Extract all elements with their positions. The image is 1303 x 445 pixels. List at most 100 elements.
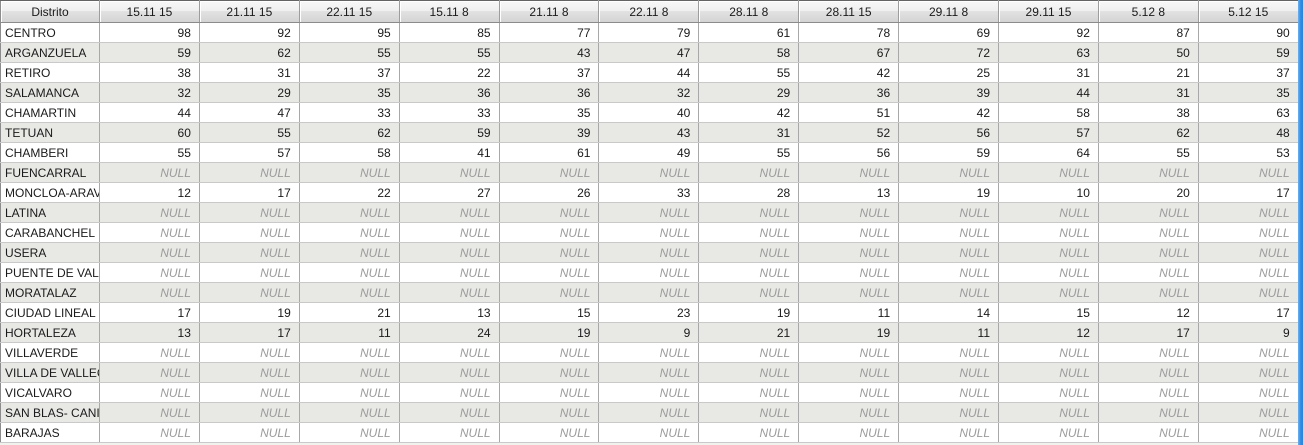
- null-cell[interactable]: NULL: [898, 202, 1000, 223]
- null-cell[interactable]: NULL: [299, 202, 400, 223]
- value-cell[interactable]: 62: [1098, 122, 1199, 143]
- null-cell[interactable]: NULL: [798, 262, 900, 283]
- district-cell[interactable]: CHAMBERI: [0, 142, 100, 163]
- null-cell[interactable]: NULL: [299, 282, 400, 303]
- value-cell[interactable]: 21: [698, 322, 800, 343]
- value-cell[interactable]: 20: [1098, 182, 1199, 203]
- null-cell[interactable]: NULL: [499, 422, 600, 443]
- null-cell[interactable]: NULL: [299, 262, 400, 283]
- null-cell[interactable]: NULL: [399, 242, 500, 263]
- value-cell[interactable]: 31: [199, 62, 300, 83]
- value-cell[interactable]: 62: [299, 122, 400, 143]
- value-cell[interactable]: 29: [698, 82, 800, 103]
- district-cell[interactable]: SALAMANCA: [0, 82, 100, 103]
- value-cell[interactable]: 78: [798, 22, 900, 43]
- value-cell[interactable]: 24: [399, 322, 500, 343]
- null-cell[interactable]: NULL: [199, 262, 300, 283]
- null-cell[interactable]: NULL: [299, 382, 400, 403]
- value-cell[interactable]: 85: [399, 22, 500, 43]
- null-cell[interactable]: NULL: [598, 362, 700, 383]
- value-cell[interactable]: 11: [299, 322, 400, 343]
- value-cell[interactable]: 19: [698, 302, 800, 323]
- value-cell[interactable]: 19: [499, 322, 600, 343]
- district-cell[interactable]: CARABANCHEL: [0, 222, 100, 243]
- null-cell[interactable]: NULL: [798, 402, 900, 423]
- value-cell[interactable]: 17: [99, 302, 200, 323]
- null-cell[interactable]: NULL: [598, 222, 700, 243]
- value-cell[interactable]: 31: [1098, 82, 1199, 103]
- null-cell[interactable]: NULL: [499, 262, 600, 283]
- value-cell[interactable]: 40: [598, 102, 700, 123]
- null-cell[interactable]: NULL: [399, 222, 500, 243]
- null-cell[interactable]: NULL: [399, 382, 500, 403]
- column-header[interactable]: 5.12 8: [1098, 0, 1199, 23]
- null-cell[interactable]: NULL: [898, 342, 1000, 363]
- value-cell[interactable]: 59: [399, 122, 500, 143]
- null-cell[interactable]: NULL: [99, 282, 200, 303]
- value-cell[interactable]: 47: [199, 102, 300, 123]
- value-cell[interactable]: 55: [399, 42, 500, 63]
- null-cell[interactable]: NULL: [1198, 382, 1299, 403]
- null-cell[interactable]: NULL: [499, 282, 600, 303]
- null-cell[interactable]: NULL: [199, 222, 300, 243]
- null-cell[interactable]: NULL: [798, 222, 900, 243]
- value-cell[interactable]: 35: [499, 102, 600, 123]
- value-cell[interactable]: 42: [898, 102, 1000, 123]
- value-cell[interactable]: 43: [499, 42, 600, 63]
- column-header-district[interactable]: Distrito: [0, 0, 100, 23]
- value-cell[interactable]: 44: [998, 82, 1099, 103]
- null-cell[interactable]: NULL: [1198, 402, 1299, 423]
- null-cell[interactable]: NULL: [499, 242, 600, 263]
- value-cell[interactable]: 31: [998, 62, 1099, 83]
- null-cell[interactable]: NULL: [998, 422, 1099, 443]
- null-cell[interactable]: NULL: [698, 282, 800, 303]
- value-cell[interactable]: 53: [1198, 142, 1299, 163]
- null-cell[interactable]: NULL: [798, 162, 900, 183]
- value-cell[interactable]: 11: [798, 302, 900, 323]
- value-cell[interactable]: 19: [199, 302, 300, 323]
- district-cell[interactable]: MORATALAZ: [0, 282, 100, 303]
- null-cell[interactable]: NULL: [399, 342, 500, 363]
- null-cell[interactable]: NULL: [898, 222, 1000, 243]
- value-cell[interactable]: 87: [1098, 22, 1199, 43]
- value-cell[interactable]: 33: [399, 102, 500, 123]
- value-cell[interactable]: 21: [1098, 62, 1199, 83]
- null-cell[interactable]: NULL: [798, 342, 900, 363]
- null-cell[interactable]: NULL: [1098, 422, 1199, 443]
- null-cell[interactable]: NULL: [99, 222, 200, 243]
- null-cell[interactable]: NULL: [99, 202, 200, 223]
- value-cell[interactable]: 49: [598, 142, 700, 163]
- value-cell[interactable]: 22: [399, 62, 500, 83]
- null-cell[interactable]: NULL: [499, 382, 600, 403]
- null-cell[interactable]: NULL: [598, 162, 700, 183]
- null-cell[interactable]: NULL: [1098, 162, 1199, 183]
- null-cell[interactable]: NULL: [998, 402, 1099, 423]
- null-cell[interactable]: NULL: [798, 282, 900, 303]
- value-cell[interactable]: 10: [998, 182, 1099, 203]
- null-cell[interactable]: NULL: [598, 242, 700, 263]
- district-cell[interactable]: CHAMARTIN: [0, 102, 100, 123]
- value-cell[interactable]: 61: [698, 22, 800, 43]
- value-cell[interactable]: 55: [698, 142, 800, 163]
- value-cell[interactable]: 60: [99, 122, 200, 143]
- null-cell[interactable]: NULL: [199, 282, 300, 303]
- value-cell[interactable]: 35: [299, 82, 400, 103]
- value-cell[interactable]: 9: [1198, 322, 1299, 343]
- null-cell[interactable]: NULL: [1198, 262, 1299, 283]
- null-cell[interactable]: NULL: [998, 242, 1099, 263]
- null-cell[interactable]: NULL: [598, 422, 700, 443]
- value-cell[interactable]: 61: [499, 142, 600, 163]
- column-header[interactable]: 5.12 15: [1198, 0, 1299, 23]
- null-cell[interactable]: NULL: [99, 362, 200, 383]
- district-cell[interactable]: CIUDAD LINEAL: [0, 302, 100, 323]
- null-cell[interactable]: NULL: [898, 422, 1000, 443]
- null-cell[interactable]: NULL: [898, 362, 1000, 383]
- null-cell[interactable]: NULL: [1098, 262, 1199, 283]
- value-cell[interactable]: 31: [698, 122, 800, 143]
- null-cell[interactable]: NULL: [1098, 382, 1199, 403]
- value-cell[interactable]: 28: [698, 182, 800, 203]
- column-header[interactable]: 15.11 8: [399, 0, 500, 23]
- null-cell[interactable]: NULL: [99, 342, 200, 363]
- district-cell[interactable]: FUENCARRAL: [0, 162, 100, 183]
- null-cell[interactable]: NULL: [998, 222, 1099, 243]
